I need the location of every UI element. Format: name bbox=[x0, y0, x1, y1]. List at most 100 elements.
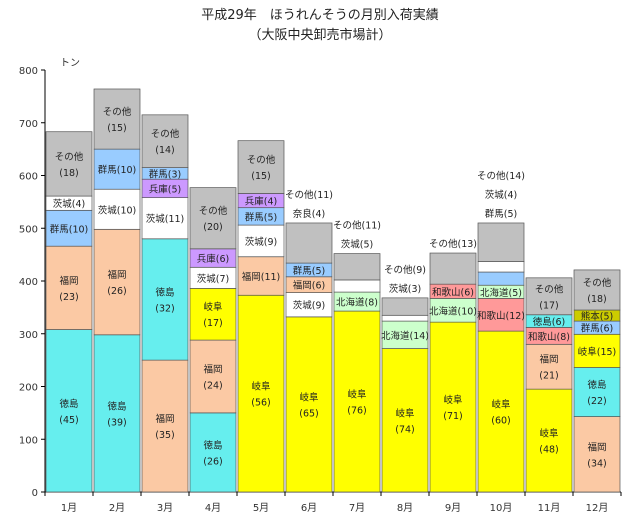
bar-segment bbox=[381, 348, 429, 493]
outside-annotation: 茨城(4) bbox=[485, 189, 517, 201]
segment-label: 岐阜 bbox=[347, 389, 366, 401]
outside-annotation: その他(9) bbox=[384, 264, 426, 276]
segment-label: 和歌山(8) bbox=[528, 331, 570, 343]
bar-segment bbox=[477, 261, 525, 273]
y-axis-unit: トン bbox=[60, 58, 80, 69]
segment-label: その他 bbox=[199, 205, 228, 217]
segment-label: 北海道(14) bbox=[381, 330, 429, 342]
segment-label: (35) bbox=[155, 430, 175, 441]
segment-label: (74) bbox=[395, 424, 415, 435]
bar-segment bbox=[237, 256, 285, 296]
segment-label: 福岡 bbox=[107, 269, 126, 281]
segment-label: 徳島 bbox=[107, 400, 126, 412]
x-tick-label: 9月 bbox=[445, 502, 461, 514]
bar-segment bbox=[573, 269, 621, 311]
bar-segment bbox=[381, 320, 429, 349]
bar-segment bbox=[573, 416, 621, 493]
segment-label: その他 bbox=[151, 128, 180, 140]
segment-label: (18) bbox=[59, 168, 79, 179]
segment-label: 兵庫(6) bbox=[197, 253, 229, 265]
segment-label: (60) bbox=[491, 416, 511, 427]
x-tick-label: 11月 bbox=[538, 502, 561, 514]
segment-label: 徳島 bbox=[203, 439, 222, 451]
bar-segment bbox=[573, 367, 621, 417]
x-tick-label: 5月 bbox=[253, 502, 269, 514]
segment-label: 徳島 bbox=[587, 379, 606, 391]
bar-segment bbox=[525, 388, 573, 493]
segment-label: 岐阜 bbox=[203, 301, 222, 313]
segment-label: 北海道(5) bbox=[480, 287, 522, 299]
bar-segment bbox=[237, 224, 285, 258]
segment-label: (21) bbox=[539, 371, 559, 382]
bar-segment bbox=[285, 316, 333, 493]
y-tick-label: 500 bbox=[19, 224, 38, 235]
bar-segment bbox=[573, 333, 621, 368]
bar-segment bbox=[285, 222, 333, 264]
bar-segment bbox=[333, 310, 381, 493]
outside-annotation: 茨城(5) bbox=[341, 239, 373, 251]
bar-segment bbox=[477, 298, 525, 332]
outside-annotation: その他(11) bbox=[285, 189, 333, 201]
segment-label: 群馬(5) bbox=[293, 265, 325, 277]
bar-segment bbox=[45, 209, 93, 247]
segment-label: (71) bbox=[443, 411, 463, 422]
segment-label: 茨城(7) bbox=[197, 273, 229, 285]
bar-segment bbox=[45, 329, 93, 493]
segment-label: 岐阜 bbox=[443, 394, 462, 406]
bar-segment bbox=[237, 140, 285, 194]
segment-label: 福岡 bbox=[203, 363, 222, 375]
segment-label: 群馬(5) bbox=[245, 211, 277, 223]
y-tick-label: 700 bbox=[19, 119, 38, 130]
segment-label: (23) bbox=[59, 292, 79, 303]
segment-label: (18) bbox=[587, 294, 607, 305]
segment-label: (39) bbox=[107, 417, 127, 428]
y-tick-label: 300 bbox=[19, 330, 38, 341]
segment-label: 福岡(11) bbox=[242, 271, 281, 283]
segment-label: 群馬(3) bbox=[149, 168, 181, 180]
segment-label: 茨城(9) bbox=[245, 236, 277, 248]
segment-label: 北海道(10) bbox=[429, 305, 477, 317]
bar-segment bbox=[45, 131, 93, 197]
bar-segment bbox=[141, 114, 189, 168]
bar-segment bbox=[477, 271, 525, 286]
segment-label: 徳島 bbox=[155, 286, 174, 298]
segment-label: (48) bbox=[539, 445, 559, 456]
outside-annotation: 群馬(5) bbox=[485, 208, 517, 220]
bar-segment bbox=[45, 245, 93, 330]
segment-label: 熊本(5) bbox=[581, 311, 613, 323]
x-tick-label: 7月 bbox=[349, 502, 365, 514]
segment-label: (14) bbox=[155, 145, 175, 156]
segment-label: 和歌山(6) bbox=[432, 286, 474, 298]
segment-label: その他 bbox=[535, 283, 564, 295]
segment-label: 岐阜 bbox=[539, 428, 558, 440]
x-tick-label: 8月 bbox=[397, 502, 413, 514]
segment-label: 岐阜 bbox=[395, 407, 414, 419]
segment-label: 岐阜(15) bbox=[578, 346, 617, 358]
segment-label: 群馬(10) bbox=[98, 164, 137, 176]
segment-label: 福岡 bbox=[539, 354, 558, 366]
bar-segment bbox=[477, 330, 525, 493]
segment-label: 茨城(4) bbox=[53, 198, 85, 210]
bar-segment bbox=[93, 334, 141, 493]
bar-segment bbox=[237, 294, 285, 493]
y-tick-label: 800 bbox=[19, 66, 38, 77]
segment-label: (26) bbox=[107, 286, 127, 297]
segment-label: 岐阜 bbox=[251, 381, 270, 393]
segment-label: (22) bbox=[587, 396, 607, 407]
y-tick-label: 200 bbox=[19, 383, 38, 394]
segment-label: 北海道(8) bbox=[336, 297, 378, 309]
segment-label: その他 bbox=[55, 151, 84, 163]
segment-label: 福岡 bbox=[155, 413, 174, 425]
segment-label: 徳島 bbox=[59, 398, 78, 410]
x-tick-label: 6月 bbox=[301, 502, 317, 514]
x-tick-label: 1月 bbox=[61, 502, 77, 514]
segment-label: 岐阜 bbox=[299, 391, 318, 403]
bar-segment bbox=[381, 297, 429, 316]
segment-label: 岐阜 bbox=[491, 399, 510, 411]
bar-segment bbox=[381, 314, 429, 322]
x-tick-label: 2月 bbox=[109, 502, 125, 514]
bar-segment bbox=[141, 238, 189, 361]
segment-label: (65) bbox=[299, 408, 319, 419]
bar-segment bbox=[429, 321, 477, 493]
axes: 0 100 200 300 400 500 600 700 800 1月 2月 3月 4月 5月 6月 7月 8… bbox=[19, 66, 622, 514]
